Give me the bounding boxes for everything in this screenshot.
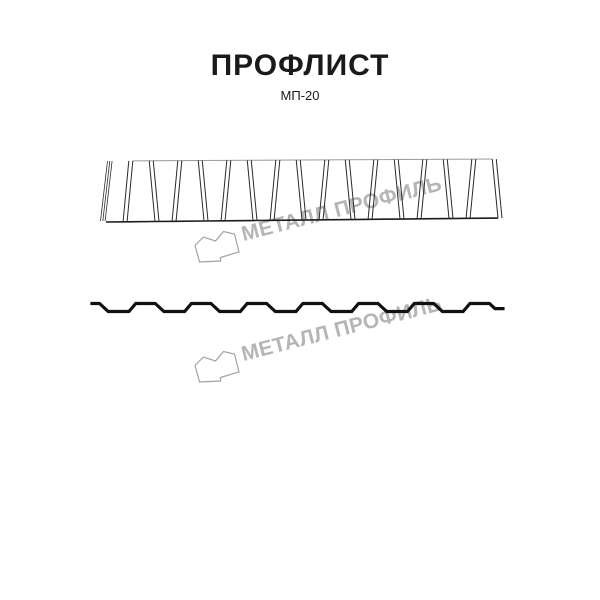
svg-text:ПРОФЛИСТ: ПРОФЛИСТ (211, 49, 390, 82)
svg-text:МП-20: МП-20 (281, 88, 320, 103)
